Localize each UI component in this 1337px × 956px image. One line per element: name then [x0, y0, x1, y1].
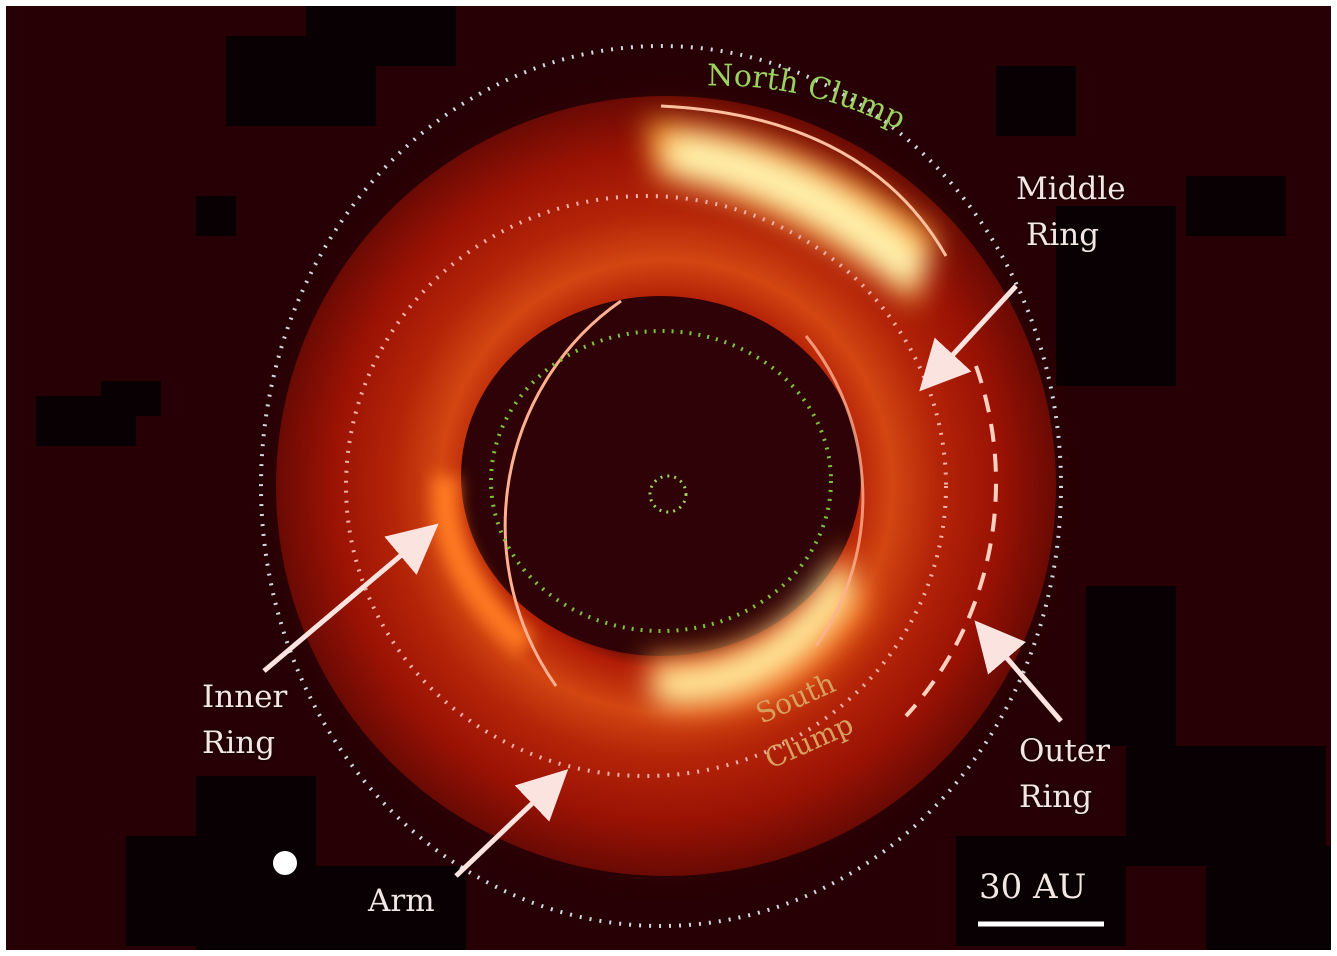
- outer-ring-line2: Ring: [1019, 779, 1093, 815]
- inner-ring-arc-east: [804, 335, 865, 647]
- scale-bar-text: 30 AU: [979, 867, 1087, 907]
- disk-image: North Clump South Clump Middle Ring Oute…: [6, 6, 1331, 950]
- outer-dotted-contour: [259, 44, 1063, 928]
- background-pixels: [36, 6, 1331, 950]
- north-clump-arc: [660, 104, 948, 257]
- central-contour: [648, 474, 688, 514]
- outer-ring-line1: Outer: [1019, 733, 1111, 769]
- middle-ring-label: Middle Ring: [1016, 166, 1126, 258]
- clump-glow: [646, 121, 936, 709]
- beam-marker: [273, 851, 297, 875]
- outer-ring-dashed: [904, 365, 999, 718]
- middle-ring-arrow: [919, 284, 1018, 392]
- middle-ring-line1: Middle: [1016, 171, 1126, 207]
- inner-ring-arrow: [262, 523, 439, 673]
- scale-bar-label: 30 AU: [979, 864, 1086, 910]
- inner-ring-line2: Ring: [202, 725, 276, 761]
- green-inner-contour: [489, 329, 833, 633]
- inner-ring-label: Inner Ring: [202, 674, 287, 766]
- outer-ring-label: Outer Ring: [1019, 728, 1110, 820]
- inner-ring-glow: [432, 474, 535, 656]
- arm-label: Arm: [368, 878, 435, 924]
- middle-ring-line2: Ring: [1026, 217, 1100, 253]
- arm-text: Arm: [368, 883, 435, 919]
- middle-dotted-ring: [344, 194, 948, 778]
- outer-ring-arrow: [974, 620, 1063, 723]
- disk-illustration: North Clump South Clump: [36, 6, 1331, 950]
- arm-arrow: [454, 769, 569, 878]
- inner-ring-arc: [503, 299, 622, 687]
- inner-ring-line1: Inner: [202, 679, 288, 715]
